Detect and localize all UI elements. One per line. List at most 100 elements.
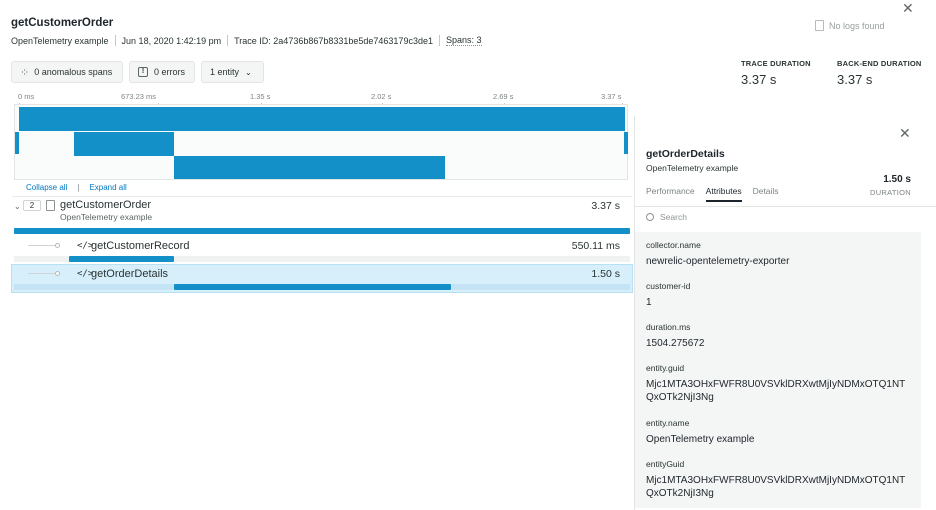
overview-handle-right[interactable] [624, 132, 628, 154]
span-detail-panel: ✕ getOrderDetails OpenTelemetry example … [634, 116, 936, 510]
attribute-value: Mjc1MTA3OHxFWFR8U0VSVklDRXwtMjIyNDMxOTQ1… [646, 475, 906, 499]
file-icon [46, 200, 55, 211]
search-placeholder: Search [660, 212, 687, 222]
panel-tabs: Performance Attributes Details [646, 186, 779, 202]
trace-id: Trace ID: 2a4736b867b8331be5de7463179c3d… [234, 35, 433, 46]
panel-title: getOrderDetails [646, 148, 725, 160]
child-count-badge: 2 [23, 200, 41, 211]
attribute-value: 1504.275672 [646, 338, 705, 349]
close-icon[interactable]: ✕ [902, 0, 914, 16]
span-duration: 3.37 s [591, 200, 620, 212]
no-logs-label: No logs found [829, 20, 885, 31]
span-duration-bar [14, 228, 630, 234]
overview-handle-left[interactable] [15, 132, 19, 154]
tree-connector [28, 245, 56, 246]
divider [12, 196, 632, 197]
tree-connector [28, 273, 56, 274]
span-service: OpenTelemetry example [60, 212, 153, 222]
attribute-row: customer-id 1 [635, 273, 921, 317]
attribute-key: entity.name [646, 418, 690, 428]
tick-label: 0 ms [18, 92, 35, 101]
divider [114, 35, 116, 46]
overview-span-bar [174, 156, 445, 179]
tick-label: 1.35 s [250, 92, 271, 101]
errors-filter[interactable]: ! 0 errors [129, 61, 195, 83]
trace-title: getCustomerOrder [11, 17, 114, 29]
timestamp: Jun 18, 2020 1:42:19 pm [121, 35, 222, 46]
span-duration: 550.11 ms [571, 240, 620, 252]
attribute-value: newrelic-opentelemetry-exporter [646, 256, 790, 267]
error-icon: ! [138, 67, 148, 77]
tick-label: 2.69 s [493, 92, 514, 101]
service-name: OpenTelemetry example [11, 35, 109, 46]
anomalous-spans-label: 0 anomalous spans [34, 67, 113, 77]
chevron-down-icon[interactable]: ⌄ [14, 202, 21, 211]
divider [438, 35, 440, 46]
span-track [14, 284, 630, 290]
backend-duration-value: 3.37 s [837, 72, 873, 87]
anomalous-spans-filter[interactable]: ⁘ 0 anomalous spans [11, 61, 123, 83]
tick-label: 673.23 ms [121, 92, 157, 101]
panel-duration-label: DURATION [869, 188, 911, 197]
span-duration: 1.50 s [591, 268, 620, 280]
tree-controls: Collapse all | Expand all [26, 183, 127, 192]
span-duration-bar [174, 284, 451, 290]
span-name[interactable]: getCustomerOrder [60, 199, 152, 211]
attribute-value: Mjc1MTA3OHxFWFR8U0VSVklDRXwtMjIyNDMxOTQ1… [646, 379, 906, 403]
attribute-value: 1 [646, 297, 652, 308]
search-icon [646, 213, 654, 221]
spans-count[interactable]: Spans: 3 [445, 35, 482, 46]
attribute-key: entityGuid [646, 459, 685, 469]
divider [227, 35, 229, 46]
span-name[interactable]: getOrderDetails [91, 268, 169, 280]
expand-all-link[interactable]: Expand all [89, 183, 127, 192]
trace-duration-value: 3.37 s [741, 72, 777, 87]
backend-duration-label: BACK-END DURATION [837, 59, 922, 68]
tab-attributes[interactable]: Attributes [705, 186, 742, 202]
anomaly-icon: ⁘ [20, 66, 29, 79]
span-duration-bar [69, 256, 174, 262]
attribute-key: customer-id [646, 281, 691, 291]
attribute-row: entity.name OpenTelemetry example [635, 410, 921, 454]
attribute-key: entity.guid [646, 363, 685, 373]
trace-duration-label: TRACE DURATION [741, 59, 811, 68]
attribute-row: entity.guid Mjc1MTA3OHxFWFR8U0VSVklDRXwt… [635, 355, 921, 412]
tab-performance[interactable]: Performance [646, 186, 695, 196]
code-icon: </> [77, 241, 94, 251]
overview-span-bar [19, 107, 625, 131]
divider [635, 206, 936, 207]
tab-details[interactable]: Details [752, 186, 779, 196]
panel-service: OpenTelemetry example [646, 163, 739, 173]
attribute-key: duration.ms [646, 322, 691, 332]
attribute-search[interactable]: Search [646, 212, 687, 222]
span-name[interactable]: getCustomerRecord [91, 240, 190, 252]
chevron-down-icon: ⌄ [245, 67, 252, 77]
attribute-row: collector.name newrelic-opentelemetry-ex… [635, 232, 921, 276]
document-icon [815, 20, 824, 31]
timeline-ruler: 0 ms 673.23 ms 1.35 s 2.02 s 2.69 s 3.37… [14, 92, 628, 108]
span-track [14, 256, 630, 262]
close-icon[interactable]: ✕ [899, 125, 911, 141]
entity-dropdown[interactable]: 1 entity ⌄ [201, 61, 264, 83]
collapse-all-link[interactable]: Collapse all [26, 183, 68, 192]
trace-meta: OpenTelemetry example Jun 18, 2020 1:42:… [11, 35, 482, 46]
errors-label: 0 errors [154, 67, 186, 77]
trace-duration-stat: TRACE DURATION 3.37 s [741, 59, 811, 87]
tree-node-dot [55, 243, 60, 248]
attribute-value: OpenTelemetry example [646, 434, 755, 445]
attribute-row: entityGuid Mjc1MTA3OHxFWFR8U0VSVklDRXwtM… [635, 451, 921, 508]
backend-duration-stat: BACK-END DURATION 3.37 s [837, 59, 922, 87]
overview-span-bar [74, 132, 174, 156]
timeline-overview[interactable] [14, 104, 628, 180]
tick-label: 2.02 s [371, 92, 392, 101]
span-track [14, 228, 630, 234]
panel-duration-value: 1.50 s [883, 174, 911, 185]
tick-label: 3.37 s [601, 92, 622, 101]
no-logs-indicator: No logs found [815, 20, 885, 31]
tree-node-dot [55, 271, 60, 276]
divider: | [77, 183, 80, 192]
attribute-row: duration.ms 1504.275672 [635, 314, 921, 358]
entity-label: 1 entity [210, 67, 240, 77]
code-icon: </> [77, 269, 94, 279]
attribute-key: collector.name [646, 240, 701, 250]
